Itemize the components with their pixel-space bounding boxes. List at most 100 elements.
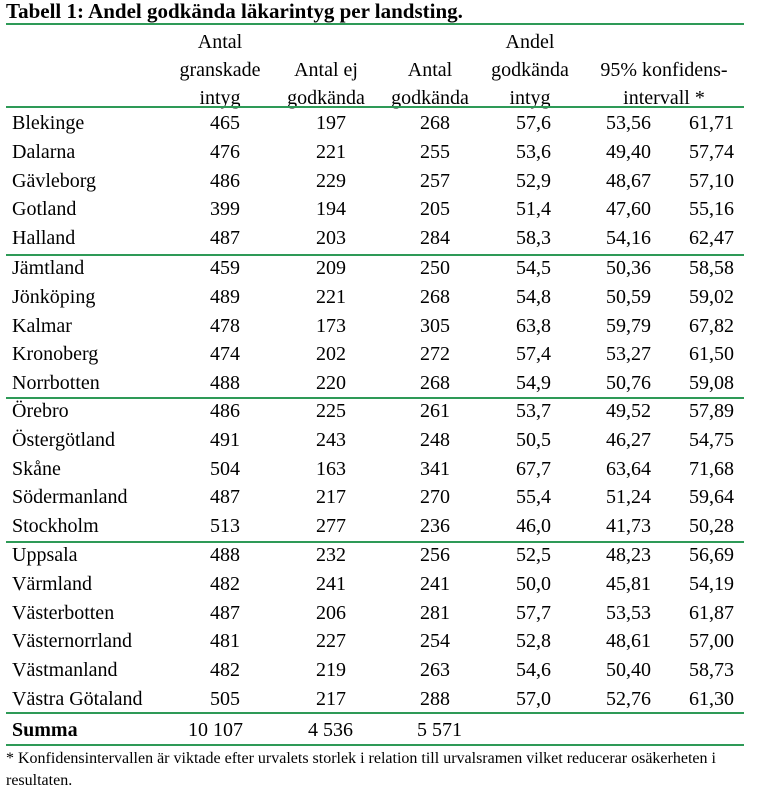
cell-andel: 57,0 [516,688,551,710]
cell-granskade: 478 [210,314,240,337]
cell-andel: 50,0 [516,572,551,595]
cell-andel: 63,8 [516,314,551,337]
cell-godkanda: 268 [420,112,450,134]
header-granskade: Antal granskade intyg [179,31,261,109]
table-row: Västerbotten 487 206 281 57,7 53,53 61,87 [0,599,771,628]
cell-andel: 57,4 [516,343,551,366]
cell-godkanda: 341 [420,457,450,480]
summary-granskade: 10 107 [188,719,243,741]
cell-ki-low: 49,40 [606,140,651,163]
cell-ki-low: 49,52 [606,400,651,422]
cell-name: Värmland [12,572,92,595]
cell-ki-low: 50,40 [606,659,651,682]
cell-ki-high: 61,87 [689,601,734,624]
header-konfidens: 95% konfidens- intervall * [600,59,728,109]
cell-name: Västernorrland [12,630,132,653]
cell-granskade: 474 [210,343,240,366]
cell-name: Södermanland [12,486,128,509]
cell-name: Kronoberg [12,343,99,366]
cell-name: Kalmar [12,314,72,337]
cell-granskade: 505 [210,688,240,710]
table-row: Kronoberg 474 202 272 57,4 53,27 61,50 [0,340,771,369]
cell-ki-low: 53,56 [606,112,651,134]
cell-granskade: 486 [210,400,240,422]
cell-godkanda: 288 [420,688,450,710]
cell-name: Norrbotten [12,372,100,395]
table-row: Stockholm 513 277 236 46,0 41,73 50,28 [0,512,771,541]
cell-ki-low: 50,59 [606,285,651,308]
cell-granskade: 488 [210,544,240,566]
cell-granskade: 488 [210,372,240,395]
table-row: Halland 487 203 284 58,3 54,16 62,47 [0,224,771,253]
cell-ki-high: 58,73 [689,659,734,682]
header-andel: Andel godkända intyg [491,31,569,109]
group-rule-1 [6,254,744,256]
table-row: Västmanland 482 219 263 54,6 50,40 58,73 [0,656,771,685]
cell-ki-low: 45,81 [606,572,651,595]
cell-godkanda: 281 [420,601,450,624]
cell-andel: 54,9 [516,372,551,395]
cell-name: Gävleborg [12,169,97,192]
cell-granskade: 489 [210,285,240,308]
group-rule-2 [6,397,744,399]
table-row: Gotland 399 194 205 51,4 47,60 55,16 [0,195,771,224]
cell-granskade: 513 [210,515,240,538]
cell-andel: 54,8 [516,285,551,308]
cell-godkanda: 248 [420,428,450,451]
cell-godkanda: 205 [420,198,450,221]
table-row: Örebro 486 225 261 53,7 49,52 57,89 [0,397,771,426]
summary-label: Summa [12,719,78,741]
cell-andel: 58,3 [516,227,551,250]
cell-name: Blekinge [12,112,85,134]
cell-ki-high: 50,28 [689,515,734,538]
cell-name: Skåne [12,457,61,480]
cell-ki-high: 58,58 [689,257,734,279]
cell-name: Västerbotten [12,601,115,624]
cell-name: Västmanland [12,659,118,682]
cell-granskade: 487 [210,601,240,624]
cell-godkanda: 284 [420,227,450,250]
table-row: Gävleborg 486 229 257 52,9 48,67 57,10 [0,167,771,196]
cell-ki-high: 61,30 [689,688,734,710]
cell-andel: 52,8 [516,630,551,653]
cell-granskade: 482 [210,572,240,595]
cell-ki-low: 46,27 [606,428,651,451]
cell-ej-godkanda: 217 [316,486,346,509]
cell-andel: 52,5 [516,544,551,566]
cell-andel: 67,7 [516,457,551,480]
cell-ej-godkanda: 220 [316,372,346,395]
cell-andel: 50,5 [516,428,551,451]
cell-ki-high: 56,69 [689,544,734,566]
cell-ki-low: 53,53 [606,601,651,624]
cell-granskade: 476 [210,140,240,163]
cell-ki-low: 54,16 [606,227,651,250]
cell-ej-godkanda: 197 [316,112,346,134]
top-rule [6,23,744,25]
summary-rule [6,712,744,714]
cell-godkanda: 305 [420,314,450,337]
cell-name: Jönköping [12,285,96,308]
cell-ej-godkanda: 217 [316,688,346,710]
cell-ki-high: 59,02 [689,285,734,308]
cell-ki-low: 50,76 [606,372,651,395]
cell-ki-high: 67,82 [689,314,734,337]
cell-name: Uppsala [12,544,78,566]
cell-ki-high: 71,68 [689,457,734,480]
cell-ej-godkanda: 221 [316,285,346,308]
cell-granskade: 486 [210,169,240,192]
table-row: Östergötland 491 243 248 50,5 46,27 54,75 [0,426,771,455]
cell-granskade: 487 [210,227,240,250]
cell-ki-high: 57,10 [689,169,734,192]
cell-godkanda: 261 [420,400,450,422]
cell-godkanda: 250 [420,257,450,279]
cell-ej-godkanda: 241 [316,572,346,595]
header-ej-godkanda: Antal ej godkända [287,59,365,109]
cell-andel: 53,6 [516,140,551,163]
cell-ej-godkanda: 203 [316,227,346,250]
header-rule [6,106,744,108]
cell-granskade: 399 [210,198,240,221]
cell-godkanda: 268 [420,372,450,395]
cell-ki-low: 48,61 [606,630,651,653]
summary-row: Summa 10 107 4 536 5 571 [0,716,771,745]
cell-godkanda: 236 [420,515,450,538]
